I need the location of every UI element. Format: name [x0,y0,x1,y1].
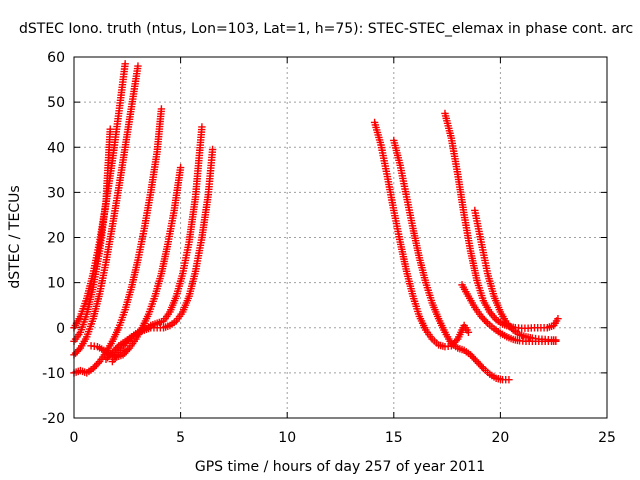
y-tick-labels: -20 -10 0 10 20 30 40 50 60 [42,50,65,427]
series-arc-5 [87,163,185,361]
series-arc-4 [70,105,166,377]
y-tick-label: 50 [47,95,65,111]
data-point-marker [208,145,217,154]
series-arc-10 [441,109,562,332]
series-arc-7 [108,145,217,366]
data-point-marker [106,125,114,133]
data-point-marker [157,105,166,113]
x-tick-label: 25 [598,430,616,446]
series-arc-12 [471,206,560,344]
data-point-marker [176,163,185,172]
series-arc-8 [370,118,473,351]
y-tick-label: 10 [47,276,65,292]
y-tick-label: 0 [56,321,65,337]
y-tick-label: 40 [47,140,65,156]
data-point-marker [554,315,562,323]
data-point-marker [464,328,473,336]
data-point-marker [134,62,142,70]
y-tick-label: -20 [42,411,65,427]
x-axis-title: GPS time / hours of day 257 of year 2011 [195,459,485,475]
series-group [70,60,562,384]
gridlines [74,57,607,418]
data-point-marker [552,336,560,344]
plot-frame [73,56,608,419]
y-tick-label: -10 [42,366,65,382]
y-tick-label: 60 [47,50,65,66]
y-tick-label: 30 [47,185,65,201]
data-point-marker [198,123,206,131]
y-tick-label: 20 [47,231,65,247]
data-point-marker [505,375,513,384]
x-tick-labels: 0 5 10 15 20 25 [70,430,616,446]
x-tick-label: 5 [176,430,185,446]
y-axis-title: dSTEC / TECUs [7,185,23,288]
x-tick-label: 0 [70,430,79,446]
x-tick-label: 10 [278,430,296,446]
series-arc-6 [102,123,206,364]
series-arc-11 [458,281,560,345]
series-arc-9 [390,136,513,384]
chart-title: dSTEC Iono. truth (ntus, Lon=103, Lat=1,… [19,21,633,37]
data-point-marker [121,60,129,68]
x-tick-label: 20 [491,430,509,446]
x-tick-label: 15 [385,430,403,446]
